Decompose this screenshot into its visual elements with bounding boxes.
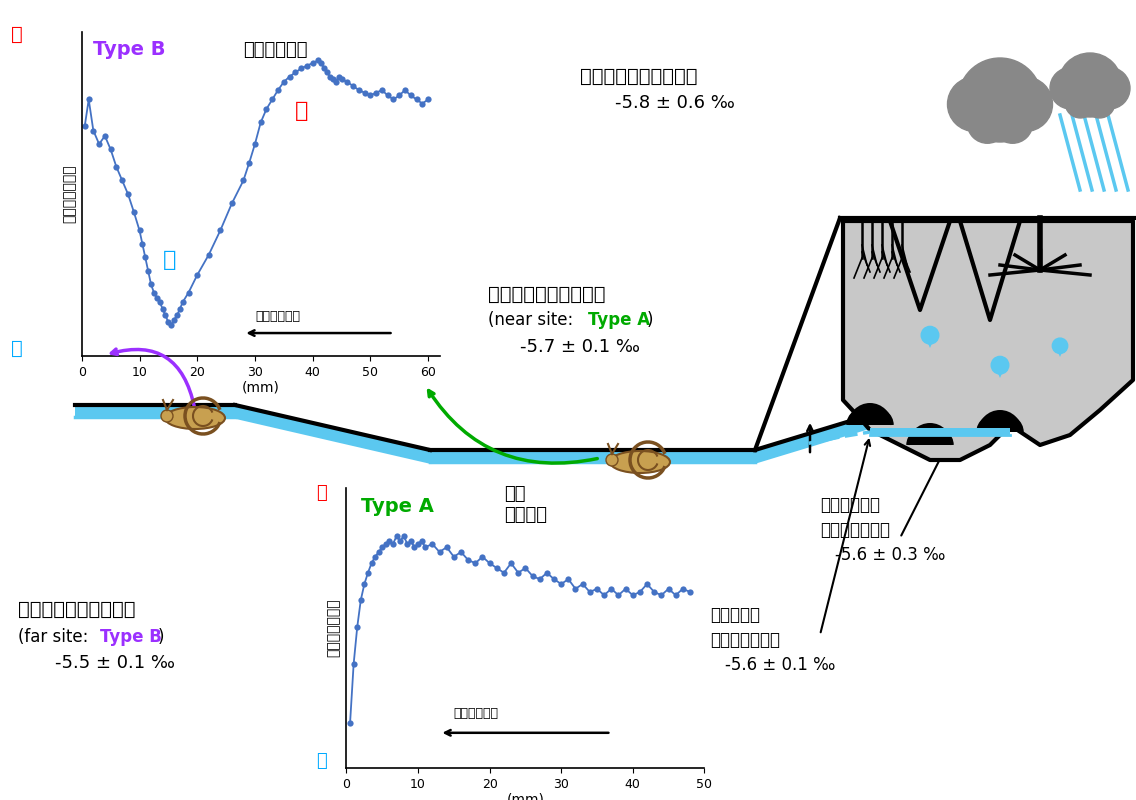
- Text: Type A: Type A: [361, 497, 434, 516]
- Circle shape: [1058, 53, 1122, 117]
- Polygon shape: [925, 335, 936, 348]
- Text: 現生
カワニナ: 現生 カワニナ: [504, 485, 546, 524]
- X-axis label: (mm): (mm): [242, 380, 279, 394]
- Text: 洞内滴下水の: 洞内滴下水の: [820, 496, 880, 514]
- Wedge shape: [908, 423, 952, 445]
- Text: -5.7 ± 0.1 ‰: -5.7 ± 0.1 ‰: [520, 338, 640, 356]
- Text: 酸素同位体組成: 酸素同位体組成: [820, 521, 889, 539]
- Y-axis label: 酸素同位体組成: 酸素同位体組成: [62, 165, 76, 223]
- Text: 雨水の酸素同位体組成: 雨水の酸素同位体組成: [580, 67, 698, 86]
- Polygon shape: [994, 365, 1005, 378]
- Y-axis label: 酸素同位体組成: 酸素同位体組成: [327, 598, 341, 658]
- Text: 殻の成長方向: 殻の成長方向: [254, 310, 300, 322]
- Text: Type B: Type B: [93, 40, 166, 59]
- Wedge shape: [978, 410, 1022, 432]
- Text: ): ): [648, 311, 653, 329]
- Text: 冷: 冷: [316, 752, 326, 770]
- Circle shape: [967, 103, 1008, 143]
- Ellipse shape: [610, 451, 670, 473]
- Circle shape: [958, 58, 1042, 142]
- Circle shape: [605, 454, 618, 466]
- Text: -5.6 ± 0.3 ‰: -5.6 ± 0.3 ‰: [835, 546, 945, 564]
- Circle shape: [1052, 338, 1068, 354]
- Circle shape: [1088, 67, 1130, 109]
- Text: 酸素同位体組成: 酸素同位体組成: [710, 631, 780, 649]
- Text: 夏: 夏: [295, 101, 309, 121]
- Text: 暖: 暖: [11, 25, 23, 44]
- Text: 湧水の酸素同位体組成: 湧水の酸素同位体組成: [18, 600, 135, 619]
- Circle shape: [947, 77, 1002, 131]
- Text: 湧水の酸素同位体組成: 湧水の酸素同位体組成: [488, 285, 605, 304]
- Text: -5.5 ± 0.1 ‰: -5.5 ± 0.1 ‰: [55, 654, 175, 672]
- Polygon shape: [870, 428, 1010, 435]
- Polygon shape: [1055, 346, 1064, 357]
- Circle shape: [993, 103, 1033, 143]
- Polygon shape: [75, 405, 870, 462]
- Text: Type B: Type B: [100, 628, 161, 646]
- Ellipse shape: [165, 407, 225, 429]
- Text: 現生カワニナ: 現生カワニナ: [243, 41, 308, 59]
- Circle shape: [161, 410, 173, 422]
- Circle shape: [1050, 67, 1092, 109]
- Circle shape: [992, 357, 1009, 374]
- Circle shape: [1066, 87, 1096, 118]
- Circle shape: [997, 77, 1052, 131]
- Polygon shape: [843, 221, 1133, 460]
- X-axis label: (mm): (mm): [507, 792, 544, 800]
- Circle shape: [1084, 87, 1114, 118]
- Text: 洞内流水の: 洞内流水の: [710, 606, 760, 624]
- Text: -5.8 ± 0.6 ‰: -5.8 ± 0.6 ‰: [615, 94, 735, 112]
- Wedge shape: [847, 403, 892, 425]
- Text: 暖: 暖: [316, 483, 326, 502]
- Text: Type A: Type A: [588, 311, 650, 329]
- Circle shape: [921, 326, 938, 344]
- Text: ): ): [158, 628, 165, 646]
- Text: 殻の成長方向: 殻の成長方向: [454, 707, 499, 720]
- Text: (far site:: (far site:: [18, 628, 93, 646]
- Text: (near site:: (near site:: [488, 311, 578, 329]
- Text: 冷: 冷: [11, 338, 23, 358]
- Text: -5.6 ± 0.1 ‰: -5.6 ± 0.1 ‰: [725, 656, 835, 674]
- Text: 冬: 冬: [162, 250, 176, 270]
